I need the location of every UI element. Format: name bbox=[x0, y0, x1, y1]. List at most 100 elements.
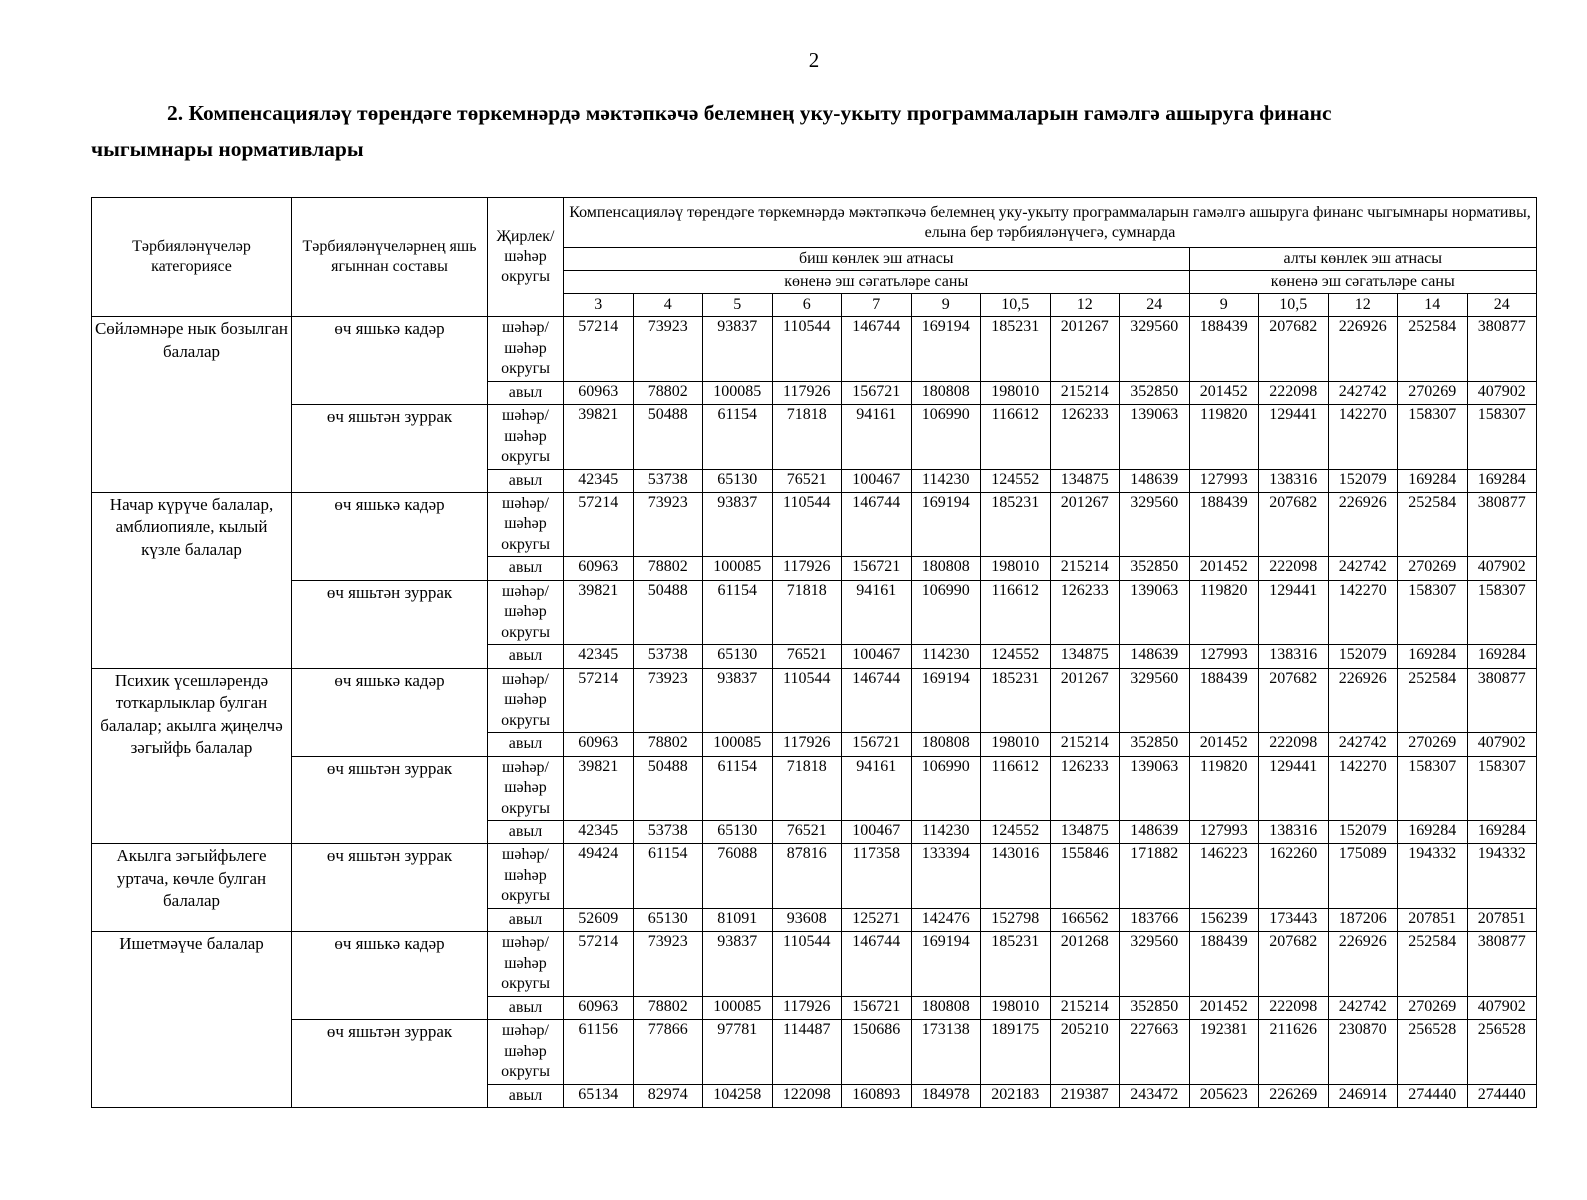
value-cell: 146223 bbox=[1188, 843, 1259, 909]
value-cell: 198010 bbox=[980, 732, 1051, 757]
value-cell: 148639 bbox=[1119, 644, 1190, 669]
location-cell: авыл bbox=[487, 1083, 564, 1109]
value-cell: 42345 bbox=[563, 819, 634, 845]
hours-header-cell: 6 bbox=[771, 293, 842, 318]
location-cell: шәһәр/ шәһәр округы bbox=[487, 1019, 564, 1085]
value-cell: 222098 bbox=[1258, 556, 1329, 581]
value-cell: 219387 bbox=[1049, 1083, 1120, 1109]
value-cell: 119820 bbox=[1188, 755, 1259, 822]
value-cell: 124552 bbox=[980, 819, 1051, 845]
value-cell: 78802 bbox=[632, 995, 703, 1021]
age-group-cell: өч яшьтән зуррак bbox=[291, 755, 488, 845]
table-row: өч яшьтән зуррак шәһәр/ шәһәр округы 39821… bbox=[92, 404, 1537, 493]
value-cell: 133394 bbox=[910, 843, 981, 909]
header-location: Җирлек/ шәһәр округы bbox=[487, 197, 564, 318]
value-cell: 57214 bbox=[563, 491, 634, 558]
value-cell: 126233 bbox=[1049, 404, 1120, 470]
value-cell: 117926 bbox=[771, 995, 842, 1021]
value-cell: 166562 bbox=[1049, 907, 1120, 933]
value-cell: 222098 bbox=[1258, 995, 1329, 1021]
value-cell: 380877 bbox=[1466, 931, 1537, 997]
value-cell: 180808 bbox=[910, 556, 981, 581]
value-cell: 169284 bbox=[1466, 468, 1537, 493]
value-cell: 125271 bbox=[841, 907, 912, 933]
value-cell: 65130 bbox=[702, 644, 773, 669]
value-cell: 110544 bbox=[771, 491, 842, 558]
value-cell: 150686 bbox=[841, 1019, 912, 1085]
value-cell: 71818 bbox=[771, 579, 842, 646]
document-title: 2. Компенсацияләү төрендәге төркемнәрдә … bbox=[91, 101, 1332, 162]
value-cell: 256528 bbox=[1466, 1019, 1537, 1085]
value-cell: 156721 bbox=[841, 556, 912, 581]
value-cell: 65130 bbox=[702, 819, 773, 845]
header-hours-label-six: көненә эш сәгатьләре саны bbox=[1188, 270, 1537, 295]
value-cell: 171882 bbox=[1119, 843, 1190, 909]
value-cell: 50488 bbox=[632, 404, 703, 470]
category-cell: Психик үсешләрендә тоткарлыклар булган б… bbox=[91, 667, 292, 845]
value-cell: 252584 bbox=[1397, 491, 1468, 558]
value-cell: 146744 bbox=[841, 931, 912, 997]
value-cell: 139063 bbox=[1119, 579, 1190, 646]
value-cell: 156721 bbox=[841, 732, 912, 757]
category-cell: Сөйләмнәре нык бозылган балалар bbox=[91, 316, 292, 493]
value-cell: 169284 bbox=[1397, 819, 1468, 845]
value-cell: 93837 bbox=[702, 931, 773, 997]
value-cell: 230870 bbox=[1327, 1019, 1398, 1085]
table-row: авыл 60963 78802 100085 117926 156721 180808 19… bbox=[92, 732, 1537, 757]
age-group-cell: өч яшьтән зуррак bbox=[291, 579, 488, 669]
value-cell: 226926 bbox=[1327, 667, 1398, 734]
value-cell: 207682 bbox=[1258, 667, 1329, 734]
value-cell: 61154 bbox=[702, 404, 773, 470]
age-group-cell: өч яшьтән зуррак bbox=[291, 843, 488, 933]
table-row: авыл 42345 53738 65130 76521 100467 114230 1245… bbox=[92, 819, 1537, 845]
value-cell: 169284 bbox=[1466, 644, 1537, 669]
location-cell: авыл bbox=[487, 732, 564, 757]
value-cell: 270269 bbox=[1397, 995, 1468, 1021]
table-row: Акылга зәгыйфьлеге уртача, көчле булган … bbox=[91, 843, 1537, 933]
value-cell: 122098 bbox=[771, 1083, 842, 1109]
value-cell: 42345 bbox=[563, 644, 634, 669]
value-cell: 106990 bbox=[910, 404, 981, 470]
value-cell: 242742 bbox=[1327, 380, 1398, 406]
table-row: өч яшьтән зуррак шәһәр/ шәһәр округы 39821… bbox=[92, 755, 1537, 845]
hours-header-cell: 3 bbox=[563, 293, 634, 318]
value-cell: 139063 bbox=[1119, 755, 1190, 822]
value-cell: 134875 bbox=[1049, 819, 1120, 845]
value-cell: 42345 bbox=[563, 468, 634, 493]
hours-header-cell: 10,5 bbox=[1258, 293, 1329, 318]
value-cell: 226269 bbox=[1258, 1083, 1329, 1109]
value-cell: 242742 bbox=[1327, 995, 1398, 1021]
value-cell: 116612 bbox=[980, 404, 1051, 470]
value-cell: 246914 bbox=[1327, 1083, 1398, 1109]
table-row: авыл 42345 53738 65130 76521 100467 114230 1245… bbox=[92, 644, 1537, 669]
value-cell: 270269 bbox=[1397, 380, 1468, 406]
value-cell: 215214 bbox=[1049, 380, 1120, 406]
value-cell: 188439 bbox=[1188, 931, 1259, 997]
value-cell: 380877 bbox=[1466, 667, 1537, 734]
header-row-2: биш көнлек эш атнасы алты көнлек эш атна… bbox=[92, 247, 1537, 272]
value-cell: 53738 bbox=[632, 644, 703, 669]
value-cell: 93837 bbox=[702, 667, 773, 734]
value-cell: 152798 bbox=[980, 907, 1051, 933]
header-category: Тәрбияләнүчеләр категориясе bbox=[91, 197, 292, 318]
value-cell: 185231 bbox=[980, 316, 1051, 382]
table-row: өч яшьтән зуррак шәһәр/ шәһәр округы 61156… bbox=[92, 1019, 1537, 1109]
table-row: Начар күрүче балалар, амблиопияле, кылый… bbox=[91, 491, 1537, 669]
value-cell: 100467 bbox=[841, 468, 912, 493]
value-cell: 201452 bbox=[1188, 556, 1259, 581]
value-cell: 169194 bbox=[910, 491, 981, 558]
location-cell: шәһәр/ шәһәр округы bbox=[487, 931, 564, 997]
value-cell: 270269 bbox=[1397, 556, 1468, 581]
value-cell: 158307 bbox=[1397, 755, 1468, 822]
value-cell: 61154 bbox=[632, 843, 703, 909]
value-cell: 97781 bbox=[702, 1019, 773, 1085]
value-cell: 114230 bbox=[910, 468, 981, 493]
value-cell: 93837 bbox=[702, 491, 773, 558]
value-cell: 148639 bbox=[1119, 468, 1190, 493]
value-cell: 117926 bbox=[771, 380, 842, 406]
value-cell: 207682 bbox=[1258, 316, 1329, 382]
value-cell: 65134 bbox=[563, 1083, 634, 1109]
value-cell: 160893 bbox=[841, 1083, 912, 1109]
value-cell: 100085 bbox=[702, 556, 773, 581]
value-cell: 169194 bbox=[910, 931, 981, 997]
